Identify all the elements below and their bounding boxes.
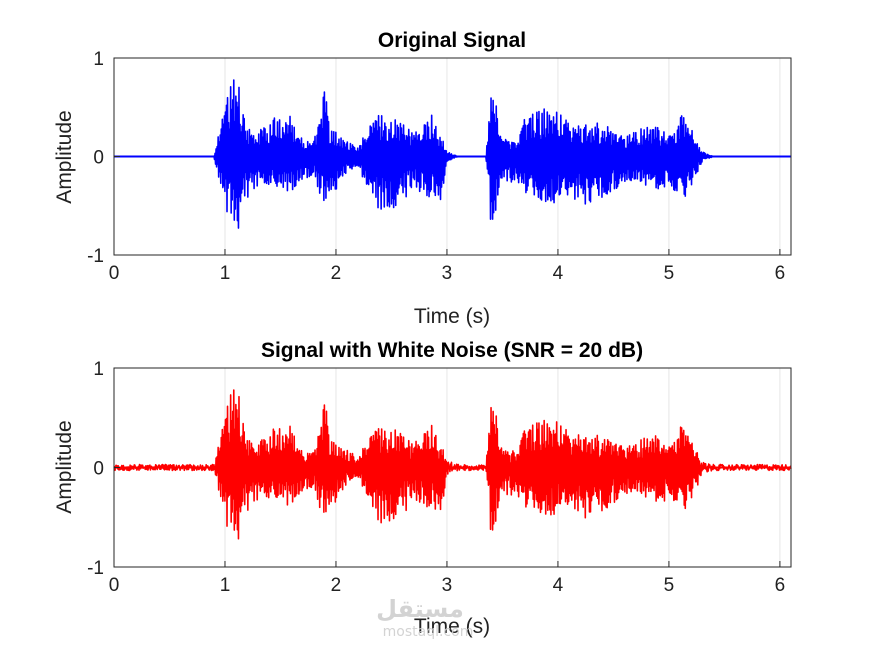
y-axis-label: Amplitude bbox=[53, 420, 76, 513]
x-tick-label: 3 bbox=[442, 575, 453, 596]
y-tick-label: 1 bbox=[93, 49, 104, 70]
y-tick-label: 0 bbox=[93, 148, 104, 169]
watermark-logo: مستقل bbox=[376, 595, 464, 623]
chart-title: Original Signal bbox=[378, 29, 526, 52]
x-tick-label: 5 bbox=[664, 575, 675, 596]
x-tick-label: 2 bbox=[331, 575, 342, 596]
x-tick-label: 3 bbox=[442, 263, 453, 284]
x-axis-label: Time (s) bbox=[414, 305, 490, 328]
chart-title: Signal with White Noise (SNR = 20 dB) bbox=[261, 339, 643, 362]
waveform-original bbox=[113, 79, 792, 229]
x-tick-label: 6 bbox=[775, 575, 786, 596]
x-tick-label: 4 bbox=[553, 263, 564, 284]
x-tick-label: 6 bbox=[775, 263, 786, 284]
x-axis-label: Time (s) bbox=[414, 615, 490, 638]
x-tick-label: 0 bbox=[109, 575, 120, 596]
y-tick-label: 1 bbox=[93, 359, 104, 380]
y-tick-label: -1 bbox=[87, 558, 104, 579]
watermark: مستقل mostaql.com bbox=[376, 595, 473, 640]
waveform-noisy bbox=[113, 389, 792, 540]
x-tick-labels: 0 1 2 3 4 5 6 bbox=[109, 561, 785, 596]
x-tick-label: 5 bbox=[664, 263, 675, 284]
x-tick-label: 2 bbox=[331, 263, 342, 284]
x-tick-label: 4 bbox=[553, 575, 564, 596]
x-tick-label: 0 bbox=[109, 263, 120, 284]
x-tick-label: 1 bbox=[220, 263, 231, 284]
watermark-url: mostaql.com bbox=[383, 624, 474, 640]
y-tick-label: -1 bbox=[87, 246, 104, 267]
y-axis-label: Amplitude bbox=[53, 110, 76, 203]
y-tick-labels: -1 0 1 bbox=[87, 49, 120, 267]
y-tick-label: 0 bbox=[93, 459, 104, 480]
x-tick-labels: 0 1 2 3 4 5 6 bbox=[109, 249, 785, 284]
y-tick-labels: -1 0 1 bbox=[87, 359, 120, 579]
x-tick-label: 1 bbox=[220, 575, 231, 596]
